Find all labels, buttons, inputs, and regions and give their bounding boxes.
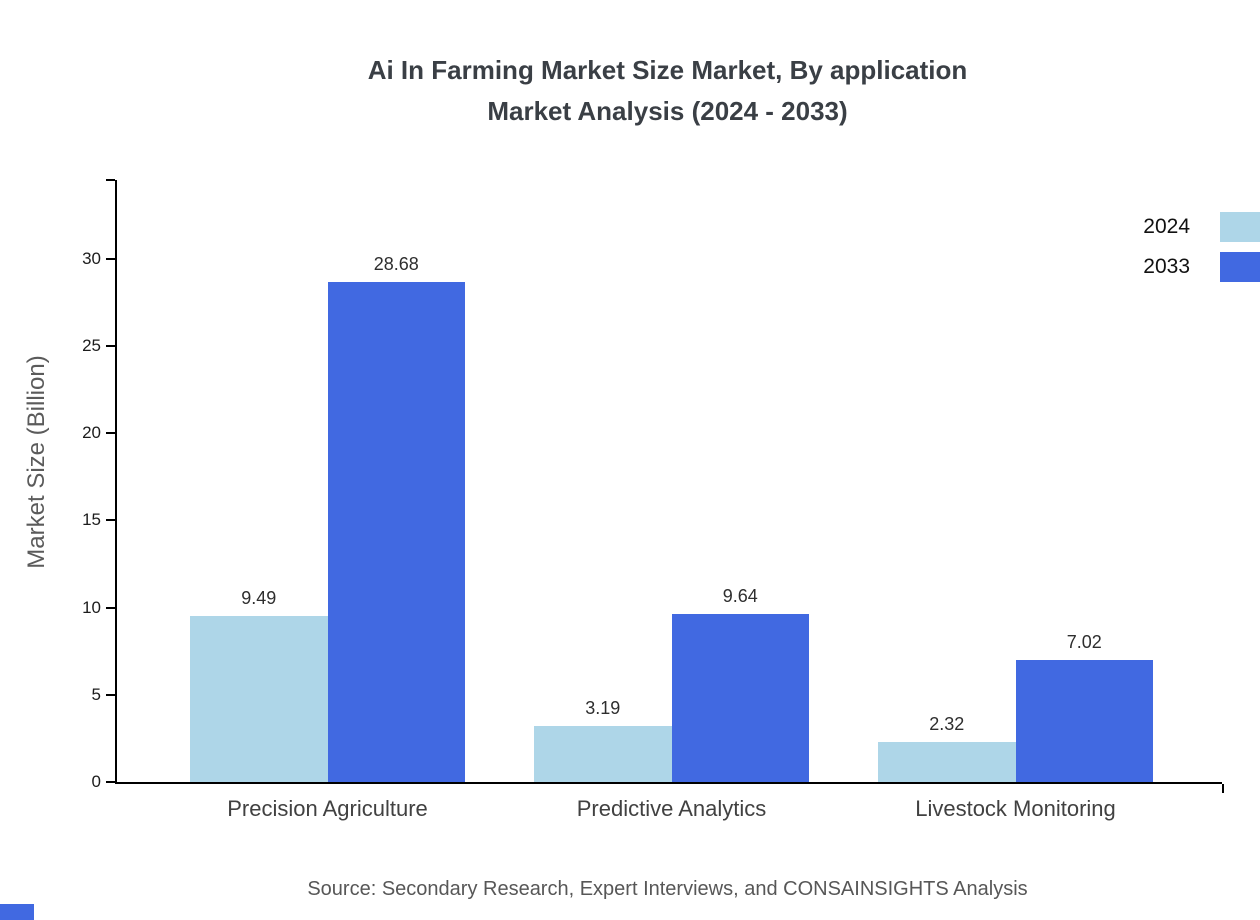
y-axis-end-tick [106, 179, 115, 181]
bar-value-label: 9.64 [722, 585, 758, 606]
y-tick-label: 5 [91, 684, 101, 704]
legend-row: 2024 [1143, 212, 1260, 242]
y-tick-mark [106, 693, 115, 696]
y-tick-label: 20 [82, 423, 101, 442]
y-tick-mark [106, 781, 115, 783]
bar-value-label: 3.19 [585, 698, 621, 719]
bars-layer: 9.49 28.68 Precision Agriculture 3.19 9.64 Pr… [117, 180, 1222, 821]
y-axis-label: Market Size (Billion) [23, 355, 50, 569]
bar-2024 [878, 741, 1016, 782]
category-label: Precision Agriculture [227, 796, 428, 821]
bar-2033 [671, 613, 809, 782]
chart-title-line1: Ai In Farming Market Size Market, By app… [367, 55, 968, 85]
plot-area: 9.49 28.68 Precision Agriculture 3.19 9.64 Pr… [82, 179, 1224, 821]
bar-value-label: 2.32 [929, 713, 965, 734]
bar-wrap: 9.64 [671, 585, 809, 782]
bar-wrap: 3.19 [534, 698, 672, 782]
legend-swatch [1220, 252, 1260, 282]
bar-2033 [327, 281, 465, 782]
watermark-swatch [0, 904, 34, 920]
y-tick-label: 30 [82, 248, 101, 268]
bar-wrap: 2.32 [878, 714, 1016, 782]
legend-swatch [1220, 212, 1260, 242]
y-tick-label: 25 [82, 335, 101, 355]
bar-value-label: 7.02 [1066, 631, 1102, 652]
legend-label: 2033 [1143, 255, 1190, 278]
y-tick-label: 0 [91, 772, 101, 791]
x-axis-end-tick [1222, 784, 1224, 793]
bar-value-label: 9.49 [241, 588, 277, 609]
category-label: Livestock Monitoring [915, 796, 1116, 821]
bar-group: 9.49 28.68 Precision Agriculture [190, 253, 465, 821]
y-tick-mark [106, 257, 115, 260]
chart-title-line2: Market Analysis (2024 - 2033) [487, 96, 848, 126]
y-tick-label: 10 [82, 597, 101, 617]
bar-group: 2.32 7.02 Livestock Monitoring [878, 631, 1153, 821]
bar-wrap: 9.49 [190, 588, 328, 782]
bar-wrap: 7.02 [1015, 631, 1153, 782]
bar-2033 [1015, 659, 1153, 782]
y-tick-mark [106, 519, 115, 522]
legend-row: 2033 [1143, 252, 1260, 282]
category-label: Predictive Analytics [576, 796, 767, 821]
bar-2024 [190, 616, 328, 782]
chart-title: Ai In Farming Market Size Market, By app… [115, 50, 1220, 132]
legend-label: 2024 [1143, 215, 1190, 238]
legend: 2024 2033 [1143, 212, 1260, 282]
source-note: Source: Secondary Research, Expert Inter… [307, 878, 1028, 900]
bar-group: 3.19 9.64 Predictive Analytics [534, 585, 809, 821]
y-tick-mark [106, 432, 115, 434]
bar-2024 [534, 726, 672, 782]
y-tick-mark [106, 344, 115, 347]
y-tick-mark [106, 606, 115, 609]
y-tick-label: 15 [82, 510, 101, 530]
bar-value-label: 28.68 [373, 253, 419, 274]
bar-wrap: 28.68 [327, 253, 465, 782]
